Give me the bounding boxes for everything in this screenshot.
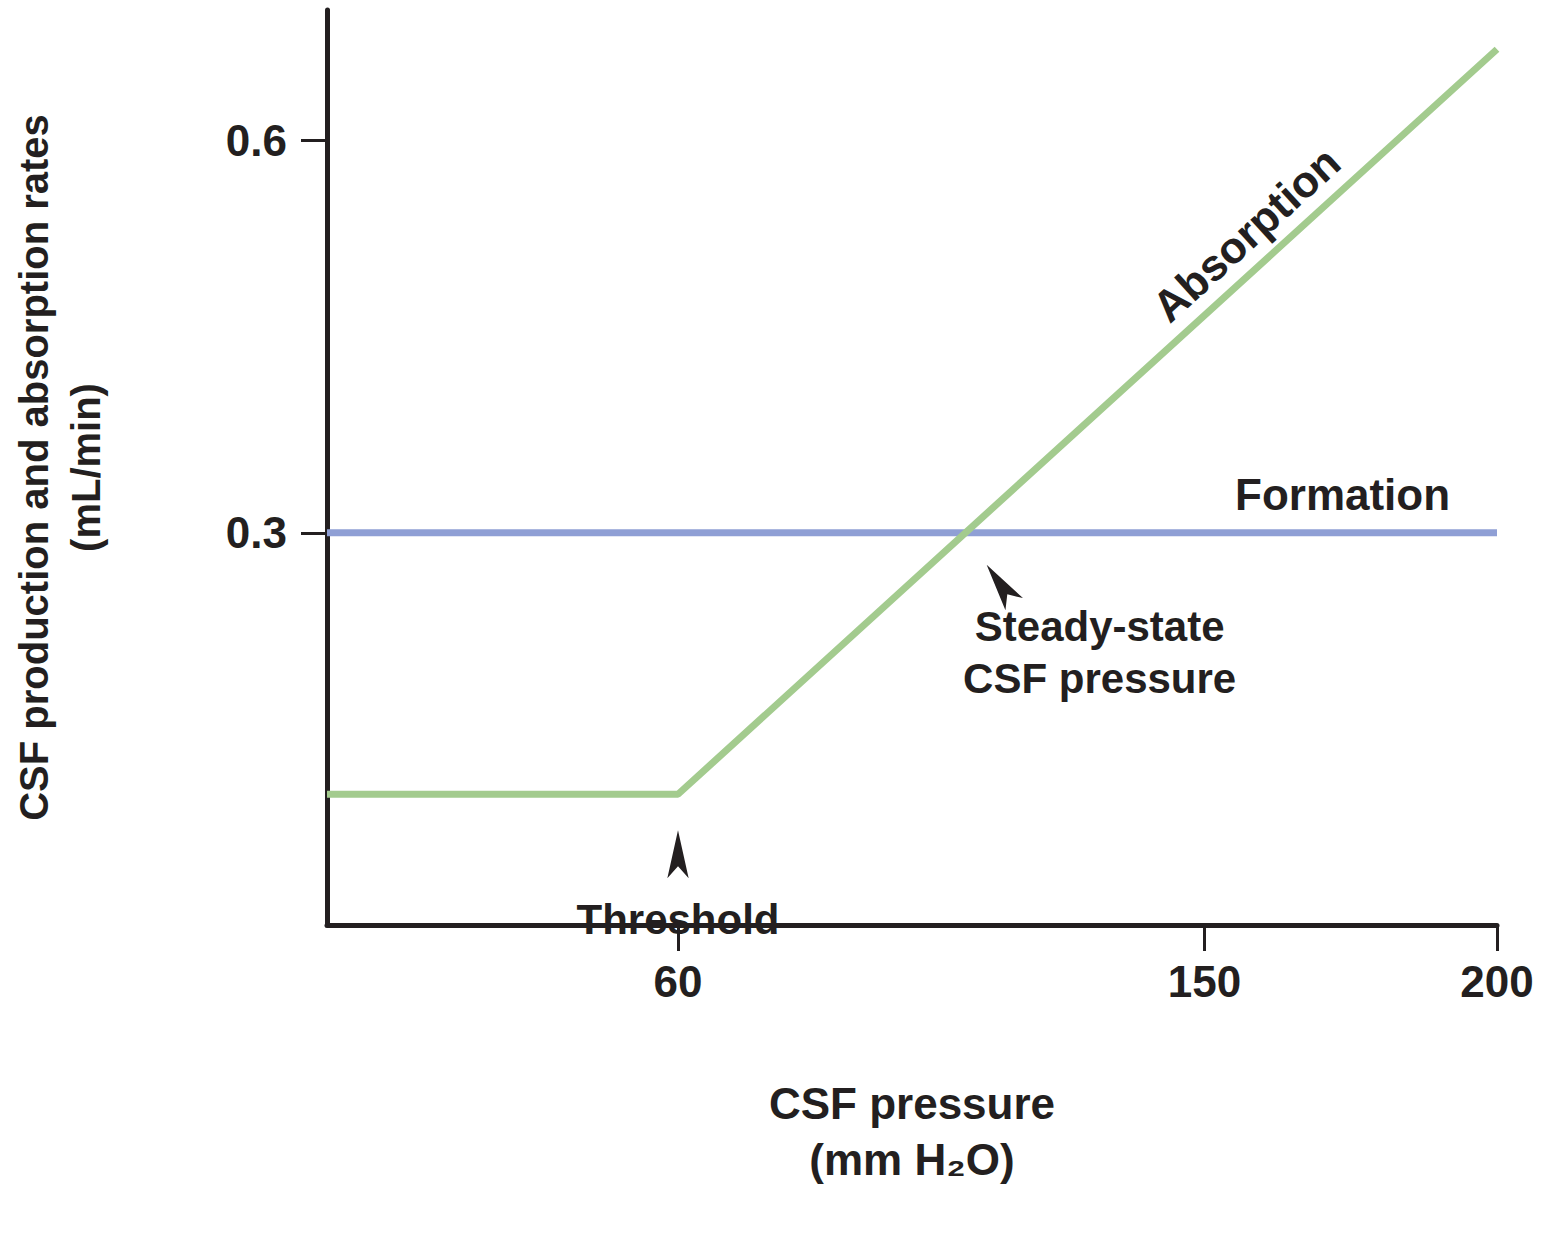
svg-text:CSF pressure: CSF pressure [963,655,1236,702]
svg-text:CSF production and absorption: CSF production and absorption rates [12,114,56,821]
svg-text:CSF pressure: CSF pressure [769,1079,1055,1128]
svg-text:Absorption: Absorption [1143,137,1350,331]
svg-text:(mL/min): (mL/min) [64,383,108,552]
svg-text:Threshold: Threshold [576,896,779,943]
svg-text:150: 150 [1168,957,1241,1006]
svg-text:200: 200 [1460,957,1533,1006]
svg-text:60: 60 [654,957,703,1006]
svg-text:0.6: 0.6 [226,116,287,165]
svg-text:Steady-state: Steady-state [975,603,1225,650]
svg-text:Formation: Formation [1235,470,1450,519]
svg-text:(mm H₂O): (mm H₂O) [809,1135,1014,1184]
svg-text:0.3: 0.3 [226,508,287,557]
